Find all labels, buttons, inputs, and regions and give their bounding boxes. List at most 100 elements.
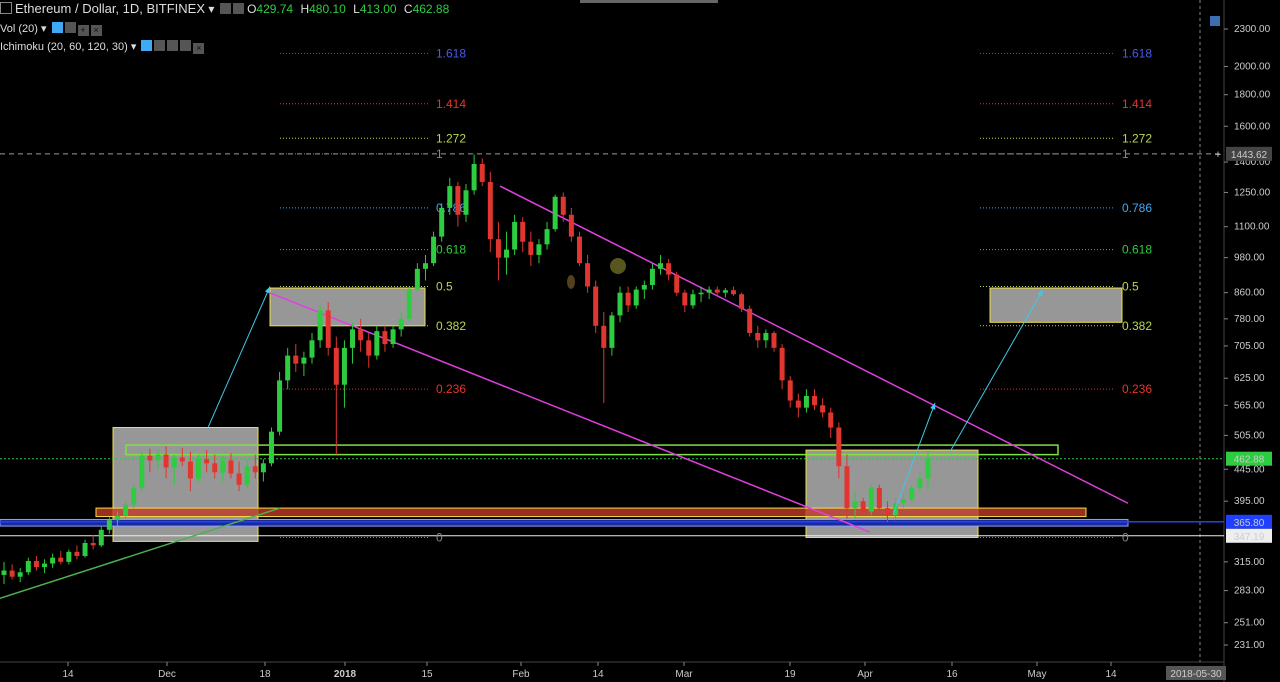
high-label: H — [300, 2, 310, 16]
candle-body — [309, 340, 315, 358]
candle-body — [414, 268, 420, 290]
candle-body — [374, 331, 380, 356]
candle-body — [293, 355, 299, 364]
candle-body — [171, 457, 177, 468]
candle-body — [204, 459, 210, 464]
ichimoku-settings-icon[interactable] — [154, 40, 166, 51]
zone-box-target — [989, 287, 1123, 323]
candle-body — [739, 294, 745, 309]
y-tick-label: 860.00 — [1234, 288, 1265, 299]
fib-label-left: 1.272 — [436, 131, 466, 145]
candle-body — [714, 289, 720, 293]
last-price-tag-bg — [1226, 451, 1272, 466]
candle-body — [422, 263, 428, 269]
ichimoku-label[interactable]: Ichimoku (20, 60, 120, 30) — [0, 41, 128, 53]
y-tick-label: 1400.00 — [1234, 157, 1271, 168]
candle-body — [536, 244, 542, 255]
y-tick-label: 505.00 — [1234, 430, 1265, 441]
candle-body — [228, 460, 234, 474]
fib-label-left: 1.618 — [436, 46, 466, 60]
candle-body — [66, 551, 72, 562]
y-tick-label: 315.00 — [1234, 557, 1265, 568]
candle-body — [844, 466, 850, 509]
y-tick-label: 1800.00 — [1234, 90, 1271, 101]
candle-body — [212, 463, 218, 473]
candle-body — [98, 529, 104, 546]
vol-label[interactable]: Vol (20) — [0, 23, 38, 35]
support-band-blue — [0, 518, 1129, 527]
low-value: 413.00 — [359, 2, 397, 16]
candle-body — [390, 329, 396, 345]
vol-settings-icon[interactable] — [64, 22, 76, 33]
candle-body — [268, 431, 274, 464]
ichimoku-dropdown-icon[interactable]: ▾ — [127, 41, 140, 53]
candle-body — [633, 289, 639, 306]
candle-body — [495, 239, 501, 258]
x-tick-label: 14 — [1105, 669, 1117, 680]
x-tick-label: 14 — [592, 669, 604, 680]
crosshair-price-tag: 1443.62 — [1231, 150, 1268, 161]
candle-body — [333, 347, 339, 385]
candle-body — [179, 457, 185, 462]
crosshair-date-tag — [1166, 666, 1226, 680]
candle-body — [917, 478, 923, 488]
vol-dropdown-icon[interactable]: ▾ — [37, 23, 50, 35]
ichimoku-lock-icon[interactable] — [167, 40, 179, 51]
x-tick-label: Mar — [675, 669, 693, 680]
candle-body — [747, 308, 753, 333]
ichimoku-legend: Ichimoku (20, 60, 120, 30) ▾ × — [0, 40, 205, 54]
low-label: L — [353, 2, 360, 16]
ichimoku-close-icon[interactable]: × — [193, 43, 205, 54]
candle-body — [666, 263, 672, 275]
candle-body — [155, 454, 161, 461]
candle-body — [820, 405, 826, 413]
candle-body — [455, 186, 461, 215]
candle-body — [512, 221, 518, 250]
candle-body — [674, 274, 680, 293]
collapse-icon[interactable] — [0, 2, 12, 14]
candle-body — [617, 292, 623, 316]
y-tick-label: 2000.00 — [1234, 61, 1271, 72]
candle-body — [803, 395, 809, 408]
candle-body — [163, 454, 169, 468]
candle-body — [1, 570, 7, 575]
candle-body — [528, 241, 534, 255]
candle-body — [114, 515, 120, 521]
fib-label-right: 1 — [1122, 147, 1129, 161]
candle-body — [244, 466, 250, 485]
candle-body — [471, 163, 477, 191]
projection-arrow-2 — [892, 402, 936, 516]
toolbar-handle[interactable] — [580, 0, 718, 3]
candle-body — [544, 229, 550, 245]
candle-body — [439, 207, 445, 237]
y-tick-label: 395.00 — [1234, 496, 1265, 507]
settings-icon[interactable] — [232, 3, 244, 14]
candle-body — [690, 294, 696, 306]
x-tick-label: 19 — [784, 669, 796, 680]
bookmark-icon[interactable] — [1210, 16, 1220, 26]
symbol-title[interactable]: Ethereum / Dollar, 1D, BITFINEX — [15, 1, 206, 16]
vol-visibility-icon[interactable] — [51, 22, 63, 33]
candle-body — [520, 221, 526, 242]
candle-body — [593, 286, 599, 326]
candle-body — [131, 487, 137, 505]
candle-body — [463, 190, 469, 215]
visibility-icon[interactable] — [219, 3, 231, 14]
vol-add-icon[interactable]: + — [77, 25, 89, 36]
candle-body — [106, 520, 112, 530]
candle-body — [82, 542, 88, 556]
symbol-dropdown-icon[interactable]: ▾ — [205, 2, 215, 16]
ichimoku-more-icon[interactable] — [180, 40, 192, 51]
ichimoku-visibility-icon[interactable] — [141, 40, 153, 51]
candle-body — [139, 455, 145, 488]
vol-close-icon[interactable]: × — [90, 25, 102, 36]
candle-body — [730, 290, 736, 295]
candle-body — [33, 561, 39, 568]
fib-label-left: 0.618 — [436, 243, 466, 257]
candle-body — [382, 331, 388, 345]
y-tick-label: 1600.00 — [1234, 121, 1271, 132]
y-tick-label: 780.00 — [1234, 314, 1265, 325]
crosshair-date-label: 2018-05-30 — [1170, 669, 1222, 680]
candle-body — [876, 487, 882, 509]
